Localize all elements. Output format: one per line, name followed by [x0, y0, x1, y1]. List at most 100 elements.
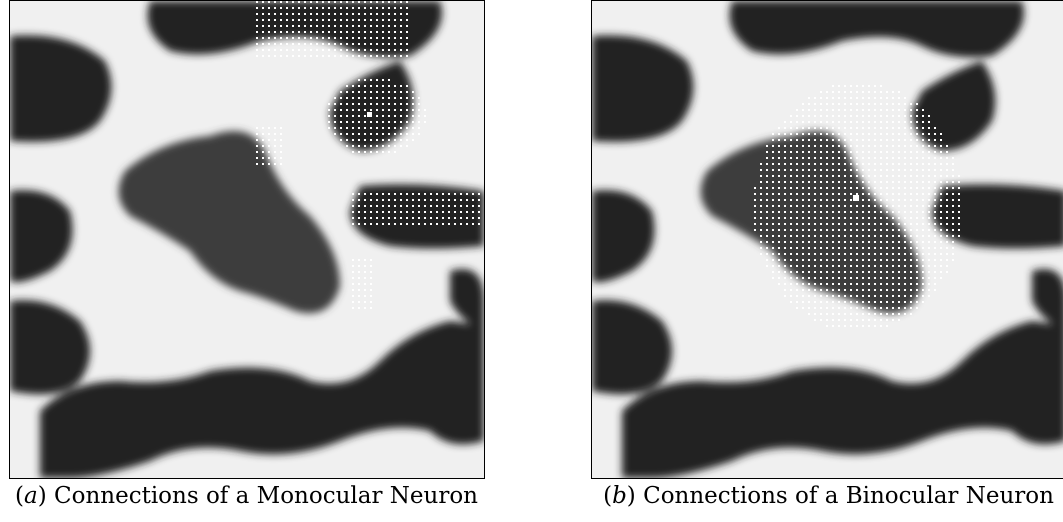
connection-dot	[298, 25, 300, 27]
connection-dot	[364, 121, 366, 123]
connection-dot	[766, 187, 768, 189]
connection-dot	[838, 277, 840, 279]
connection-dot	[820, 97, 822, 99]
connection-dot	[874, 247, 876, 249]
connection-dot	[838, 193, 840, 195]
connection-dot	[814, 223, 816, 225]
connection-dot	[406, 193, 408, 195]
connection-dot	[916, 289, 918, 291]
connection-dot	[418, 205, 420, 207]
connection-dot	[340, 13, 342, 15]
connection-dot	[358, 85, 360, 87]
connection-dot	[916, 193, 918, 195]
connection-dot	[388, 13, 390, 15]
connection-dot	[934, 259, 936, 261]
connection-dot	[928, 283, 930, 285]
connection-dot	[772, 259, 774, 261]
connection-dot	[274, 145, 276, 147]
connection-dot	[838, 85, 840, 87]
connection-dot	[274, 157, 276, 159]
connection-dot	[292, 19, 294, 21]
connection-dot	[874, 145, 876, 147]
connection-dot	[286, 37, 288, 39]
connection-dot	[928, 241, 930, 243]
connection-dot	[802, 145, 804, 147]
connection-dot	[406, 7, 408, 9]
connection-dot	[796, 169, 798, 171]
connection-dot	[256, 157, 258, 159]
connection-dot	[304, 31, 306, 33]
connection-dot	[826, 223, 828, 225]
connection-dot	[478, 211, 480, 213]
connection-dot	[940, 169, 942, 171]
connection-dot	[874, 259, 876, 261]
connection-dot	[940, 217, 942, 219]
connection-dot	[472, 205, 474, 207]
connection-dot	[370, 103, 372, 105]
connection-dot	[256, 43, 258, 45]
connection-dot	[868, 121, 870, 123]
connection-dot	[868, 235, 870, 237]
connection-dot	[418, 133, 420, 135]
connection-dot	[946, 247, 948, 249]
connection-dot	[772, 223, 774, 225]
connection-dot	[862, 85, 864, 87]
connection-dot	[850, 265, 852, 267]
connection-dot	[382, 205, 384, 207]
connection-dot	[760, 253, 762, 255]
connection-dot	[298, 55, 300, 57]
connection-dot	[922, 139, 924, 141]
connection-dot	[370, 193, 372, 195]
connection-dot	[388, 43, 390, 45]
connection-dot	[820, 235, 822, 237]
connection-dot	[760, 193, 762, 195]
connection-dot	[898, 283, 900, 285]
connection-dot	[892, 121, 894, 123]
connection-dot	[946, 163, 948, 165]
connection-dot	[832, 187, 834, 189]
connection-dot	[892, 205, 894, 207]
connection-dot	[880, 151, 882, 153]
connection-dot	[922, 301, 924, 303]
connection-dot	[334, 121, 336, 123]
connection-dot	[292, 7, 294, 9]
connection-dot	[760, 241, 762, 243]
connection-dot	[946, 169, 948, 171]
connection-dot	[856, 235, 858, 237]
connection-dot	[868, 313, 870, 315]
connection-dot	[928, 235, 930, 237]
connection-dot	[886, 193, 888, 195]
connection-dot	[400, 199, 402, 201]
connection-dot	[862, 289, 864, 291]
connection-dot	[910, 253, 912, 255]
connection-dot	[406, 115, 408, 117]
connection-dot	[406, 31, 408, 33]
connection-dot	[928, 199, 930, 201]
connection-dot	[796, 295, 798, 297]
connection-dot	[754, 217, 756, 219]
connection-dot	[370, 55, 372, 57]
connection-dot	[844, 205, 846, 207]
connection-dot	[418, 127, 420, 129]
connection-dot	[358, 109, 360, 111]
connection-dot	[358, 223, 360, 225]
connection-dot	[406, 217, 408, 219]
connection-dot	[400, 121, 402, 123]
connection-dot	[814, 211, 816, 213]
connection-dot	[856, 97, 858, 99]
connection-dot	[766, 199, 768, 201]
connection-dot	[802, 157, 804, 159]
connection-dot	[892, 217, 894, 219]
connection-dot	[898, 301, 900, 303]
connection-dot	[910, 187, 912, 189]
connection-dot	[850, 169, 852, 171]
connection-dot	[880, 163, 882, 165]
connection-dot	[814, 97, 816, 99]
connection-dot	[364, 13, 366, 15]
connection-dot	[382, 19, 384, 21]
connection-dot	[886, 127, 888, 129]
connection-dot	[376, 37, 378, 39]
connection-dot	[820, 157, 822, 159]
connection-dot	[400, 1, 402, 3]
connection-dot	[448, 199, 450, 201]
